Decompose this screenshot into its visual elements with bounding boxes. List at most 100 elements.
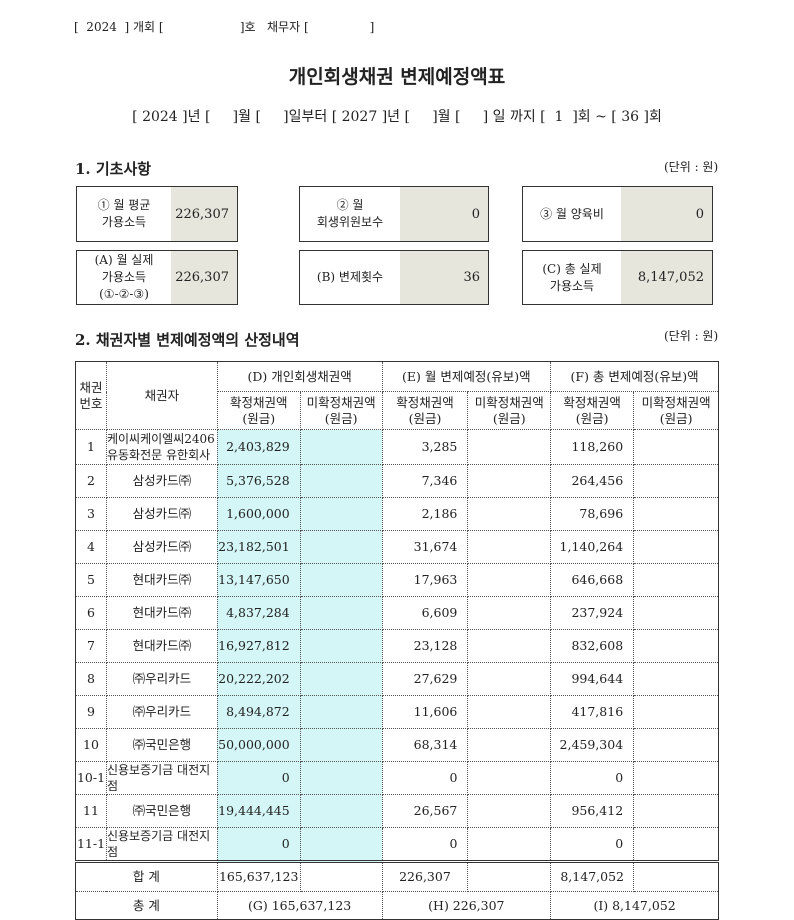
row-d-confirmed: 4,837,284 — [216, 596, 301, 630]
summary-value: 8,147,052 — [621, 251, 712, 304]
row-creditor: 삼성카드㈜ — [105, 530, 218, 564]
row-f-unconfirmed — [633, 827, 719, 862]
summary-label: (A) 월 실제 가용소득 (①-②-③) — [77, 251, 171, 304]
table-row: 11 ㈜국민은행 19,444,445 26,567 956,412 — [75, 794, 719, 828]
table-row: 11-1 신용보증기금 대전지 점 0 0 0 — [75, 827, 719, 862]
row-e-confirmed: 17,963 — [381, 563, 469, 597]
row-f-confirmed: 646,668 — [550, 563, 635, 597]
header-unconfirmed: 미확정채권액 (원금) — [467, 391, 552, 430]
row-d-confirmed: 2,403,829 — [216, 429, 301, 465]
row-d-confirmed: 0 — [216, 827, 301, 862]
row-e-unconfirmed — [467, 596, 552, 630]
summary-value: 0 — [621, 187, 712, 241]
total-i: (I) 8,147,052 — [550, 891, 719, 920]
row-creditor: 케이씨케이엘씨2406 유동화전문 유한회사 — [105, 429, 218, 465]
row-d-unconfirmed — [299, 761, 383, 795]
repayment-table: 채권 번호 채권자 (D) 개인회생채권액 (E) 월 변제예정(유보)액 (F… — [75, 361, 719, 920]
row-e-confirmed: 6,609 — [381, 596, 469, 630]
table-row: 4 삼성카드㈜ 23,182,501 31,674 1,140,264 — [75, 530, 719, 564]
summary-box: (B) 변제횟수 36 — [299, 250, 489, 305]
row-d-confirmed: 23,182,501 — [216, 530, 301, 564]
summary-box: (A) 월 실제 가용소득 (①-②-③) 226,307 — [76, 250, 238, 305]
case-header: [ 2024 ] 개회 [ ]호 채무자 [ ] — [74, 20, 375, 34]
row-f-confirmed: 2,459,304 — [550, 728, 635, 762]
row-creditor: ㈜우리카드 — [105, 695, 218, 729]
section1-title: 1. 기초사항 — [75, 160, 152, 178]
row-d-confirmed: 1,600,000 — [216, 497, 301, 531]
row-e-confirmed: 0 — [381, 827, 469, 862]
row-f-confirmed: 1,140,264 — [550, 530, 635, 564]
summary-label: (B) 변제횟수 — [300, 251, 400, 304]
row-f-confirmed: 956,412 — [550, 794, 635, 828]
row-d-unconfirmed — [299, 429, 383, 465]
table-row: 9 ㈜우리카드 8,494,872 11,606 417,816 — [75, 695, 719, 729]
row-d-unconfirmed — [299, 728, 383, 762]
row-d-unconfirmed — [299, 596, 383, 630]
row-d-unconfirmed — [299, 563, 383, 597]
summary-value: 226,307 — [171, 251, 237, 304]
header-confirmed: 확정채권액 (원금) — [216, 391, 301, 430]
row-creditor: 현대카드㈜ — [105, 596, 218, 630]
section2-unit: (단위 : 원) — [664, 329, 719, 343]
row-no: 5 — [75, 563, 107, 597]
row-f-confirmed: 417,816 — [550, 695, 635, 729]
table-row: 6 현대카드㈜ 4,837,284 6,609 237,924 — [75, 596, 719, 630]
row-f-unconfirmed — [633, 596, 719, 630]
row-f-confirmed: 994,644 — [550, 662, 635, 696]
header-unconfirmed: 미확정채권액 (원금) — [633, 391, 719, 430]
row-e-confirmed: 68,314 — [381, 728, 469, 762]
row-creditor: 삼성카드㈜ — [105, 464, 218, 498]
row-creditor: 신용보증기금 대전지 점 — [105, 761, 218, 795]
summary-label: ② 월 회생위원보수 — [300, 187, 400, 241]
table-row: 7 현대카드㈜ 16,927,812 23,128 832,608 — [75, 629, 719, 663]
row-no: 10 — [75, 728, 107, 762]
row-e-unconfirmed — [467, 761, 552, 795]
row-creditor: ㈜국민은행 — [105, 728, 218, 762]
row-f-unconfirmed — [633, 563, 719, 597]
row-e-unconfirmed — [467, 695, 552, 729]
row-no: 6 — [75, 596, 107, 630]
row-no: 2 — [75, 464, 107, 498]
row-e-confirmed: 2,186 — [381, 497, 469, 531]
subtotal-label: 합 계 — [75, 860, 218, 892]
row-creditor: 신용보증기금 대전지 점 — [105, 827, 218, 862]
summary-box: ② 월 회생위원보수 0 — [299, 186, 489, 242]
row-no: 11-1 — [75, 827, 107, 862]
section2-title: 2. 채권자별 변제예정액의 산정내역 — [75, 331, 300, 349]
row-f-confirmed: 264,456 — [550, 464, 635, 498]
row-e-unconfirmed — [467, 662, 552, 696]
row-e-unconfirmed — [467, 794, 552, 828]
row-no: 10-1 — [75, 761, 107, 795]
row-e-confirmed: 0 — [381, 761, 469, 795]
row-d-confirmed: 16,927,812 — [216, 629, 301, 663]
row-d-confirmed: 19,444,445 — [216, 794, 301, 828]
section1-unit: (단위 : 원) — [664, 160, 719, 174]
row-d-confirmed: 0 — [216, 761, 301, 795]
row-f-unconfirmed — [633, 464, 719, 498]
table-row: 10 ㈜국민은행 50,000,000 68,314 2,459,304 — [75, 728, 719, 762]
row-d-unconfirmed — [299, 530, 383, 564]
row-e-confirmed: 3,285 — [381, 429, 469, 465]
summary-value: 0 — [400, 187, 488, 241]
header-creditor: 채권자 — [105, 361, 218, 430]
row-d-unconfirmed — [299, 695, 383, 729]
row-no: 4 — [75, 530, 107, 564]
row-creditor: 현대카드㈜ — [105, 629, 218, 663]
table-row: 1 케이씨케이엘씨2406 유동화전문 유한회사 2,403,829 3,285… — [75, 429, 719, 465]
total-h: (H) 226,307 — [381, 891, 552, 920]
header-confirmed: 확정채권액 (원금) — [381, 391, 469, 430]
table-row: 5 현대카드㈜ 13,147,650 17,963 646,668 — [75, 563, 719, 597]
row-f-confirmed: 78,696 — [550, 497, 635, 531]
row-f-unconfirmed — [633, 662, 719, 696]
row-f-confirmed: 118,260 — [550, 429, 635, 465]
row-f-unconfirmed — [633, 761, 719, 795]
repayment-period: [ 2024 ]년 [ ]월 [ ]일부터 [ 2027 ]년 [ ]월 [ ]… — [132, 109, 662, 125]
row-f-unconfirmed — [633, 530, 719, 564]
row-d-unconfirmed — [299, 794, 383, 828]
row-e-unconfirmed — [467, 497, 552, 531]
row-f-unconfirmed — [633, 429, 719, 465]
summary-label: (C) 총 실제 가용소득 — [523, 251, 621, 304]
row-e-confirmed: 27,629 — [381, 662, 469, 696]
row-no: 8 — [75, 662, 107, 696]
subtotal-f: 8,147,052 — [550, 860, 635, 892]
